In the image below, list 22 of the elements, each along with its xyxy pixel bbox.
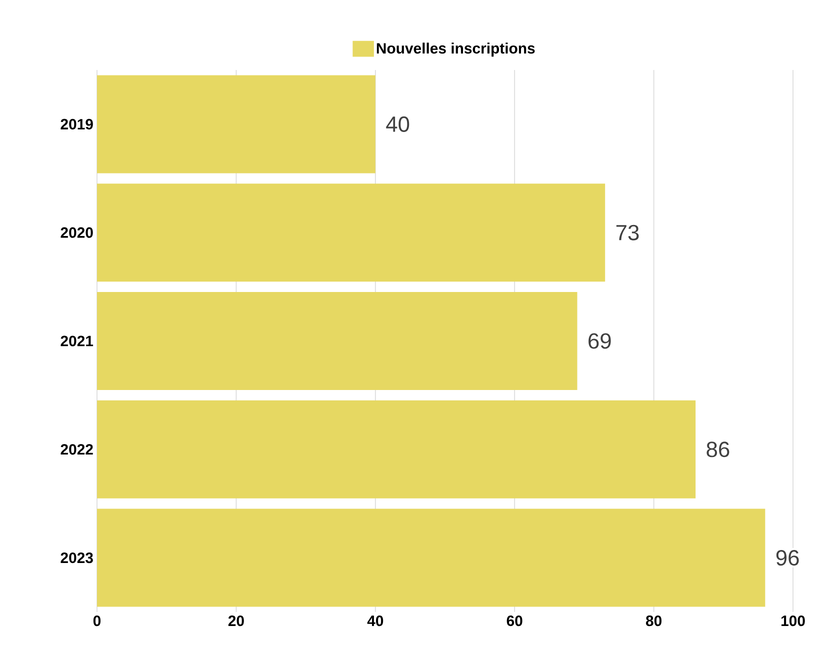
bar <box>97 292 578 390</box>
data-label: 40 <box>386 116 410 132</box>
y-tick-label: 2019 <box>60 118 93 130</box>
x-tick-label: 20 <box>228 616 244 626</box>
bar <box>97 508 766 607</box>
data-label: 86 <box>706 442 730 458</box>
x-tick-label: 60 <box>506 616 522 626</box>
legend-label: Nouvelles inscriptions <box>376 42 535 57</box>
y-tick-label: 2020 <box>60 227 93 238</box>
x-tick-label: 40 <box>367 616 384 626</box>
data-label: 73 <box>616 224 639 240</box>
y-tick-label: 2023 <box>60 552 93 564</box>
x-tick-label: 100 <box>781 616 805 626</box>
y-tick-label: 2021 <box>60 336 94 346</box>
bar <box>97 75 376 174</box>
bar <box>97 400 696 498</box>
x-tick-label: 80 <box>646 616 662 626</box>
y-tick-label: 2022 <box>60 444 93 455</box>
x-tick-label: 0 <box>93 616 101 626</box>
bar <box>97 184 606 282</box>
data-label: 69 <box>588 333 611 349</box>
data-label: 96 <box>776 550 799 566</box>
